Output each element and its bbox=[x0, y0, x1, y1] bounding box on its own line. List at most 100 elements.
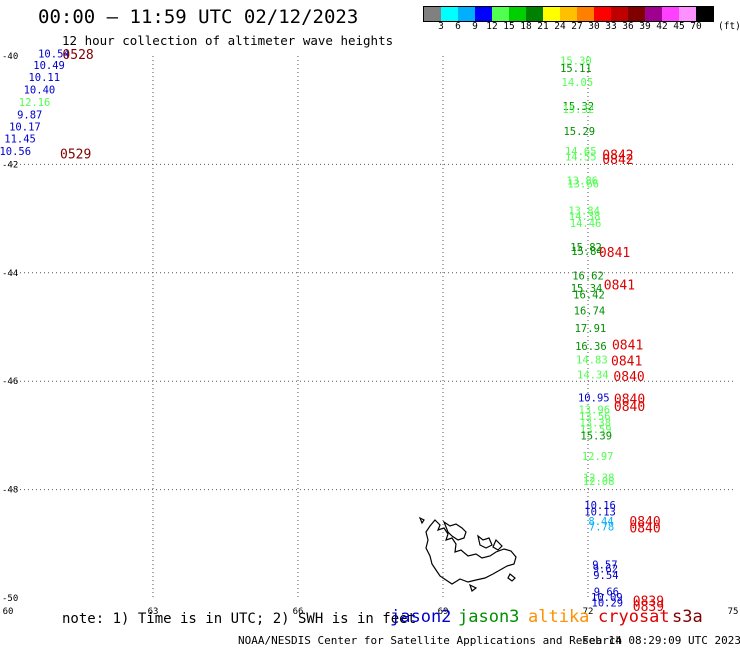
legend-label: 33 bbox=[605, 21, 617, 32]
lon-tick-label: 72 bbox=[583, 607, 594, 617]
legend-swatch bbox=[611, 7, 628, 21]
legend-label: 27 bbox=[571, 21, 583, 32]
footer-timestamp: Feb 14 08:29:09 UTC 2023 bbox=[582, 634, 740, 647]
page-title: 00:00 — 11:59 UTC 02/12/2023 bbox=[38, 6, 359, 28]
wave-height-value: 15.11 bbox=[560, 63, 592, 75]
wave-height-value: 9.57 bbox=[592, 559, 617, 571]
wave-height-value: 12.08 bbox=[583, 476, 615, 488]
legend-swatch bbox=[441, 7, 458, 21]
wave-height-value: 11.45 bbox=[4, 133, 36, 145]
pass-time-label: 0840 bbox=[613, 370, 644, 385]
wave-height-value: 10.54 bbox=[38, 48, 70, 60]
wave-height-value: 13.38 bbox=[579, 417, 611, 429]
pass-time-label: 0840 bbox=[629, 522, 660, 537]
wave-height-value: 14.46 bbox=[570, 218, 602, 230]
legend-label: 15 bbox=[503, 21, 515, 32]
lon-tick-label: 63 bbox=[148, 607, 159, 617]
legend-swatch bbox=[594, 7, 611, 21]
pass-time-label: 0840 bbox=[614, 393, 645, 408]
wave-height-value: 12.16 bbox=[19, 97, 51, 109]
axis-labels: 60 63 66 69 72 75 -40 -42 -44 -46 -48 -50 bbox=[2, 52, 738, 617]
color-scale-legend bbox=[423, 6, 714, 22]
satellite-label-s3a: s3a bbox=[672, 607, 703, 627]
wave-height-value: 15.29 bbox=[563, 126, 595, 138]
wave-height-value: 15.39 bbox=[580, 430, 612, 442]
wave-height-value: 15.84 bbox=[571, 246, 603, 258]
kerguelen-islands-outline bbox=[418, 516, 517, 592]
legend-swatch bbox=[509, 7, 526, 21]
pass-time-label: 0841 bbox=[612, 338, 643, 353]
wave-height-value: 13.66 bbox=[567, 178, 599, 190]
legend-label: 39 bbox=[639, 21, 651, 32]
legend-swatch bbox=[475, 7, 492, 21]
wave-height-value: 13.84 bbox=[568, 205, 600, 217]
legend-swatch bbox=[526, 7, 543, 21]
satellite-label-cryosat: cryosat bbox=[598, 607, 670, 627]
pass-time-label: 0842 bbox=[602, 149, 633, 164]
wave-height-value: 12.38 bbox=[583, 473, 615, 485]
wave-height-value: 14.65 bbox=[565, 146, 597, 158]
lat-tick-label: -50 bbox=[2, 594, 18, 604]
legend-swatch bbox=[645, 7, 662, 21]
pass-time-label: 0839 bbox=[633, 600, 664, 615]
legend-swatch bbox=[543, 7, 560, 21]
wave-height-value: 16.36 bbox=[575, 341, 607, 353]
wave-height-value: 13.86 bbox=[566, 176, 598, 188]
legend-label: 9 bbox=[472, 21, 478, 32]
legend-label: 12 bbox=[486, 21, 498, 32]
legend-swatch bbox=[424, 7, 441, 21]
lat-tick-label: -46 bbox=[2, 377, 18, 387]
lat-tick-label: -48 bbox=[2, 486, 18, 496]
lat-tick-label: -40 bbox=[2, 52, 18, 62]
wave-height-value: 15.34 bbox=[571, 283, 603, 295]
legend-label: 70 bbox=[690, 21, 702, 32]
wave-height-value: 14.34 bbox=[577, 370, 609, 382]
lon-tick-label: 69 bbox=[438, 607, 449, 617]
lon-tick-label: 66 bbox=[293, 607, 304, 617]
lon-tick-label: 75 bbox=[728, 607, 739, 617]
legend-label: 42 bbox=[656, 21, 668, 32]
wave-height-value: 9.87 bbox=[17, 110, 42, 122]
wave-height-value: 14.83 bbox=[576, 355, 608, 367]
legend-swatch bbox=[696, 7, 713, 21]
pass-time-label: 0529 bbox=[60, 148, 91, 163]
wave-height-value: 14.38 bbox=[569, 211, 601, 223]
legend-swatch bbox=[628, 7, 645, 21]
legend-swatch bbox=[679, 7, 696, 21]
wave-height-value: 10.09 bbox=[591, 592, 623, 604]
lat-tick-label: -42 bbox=[2, 160, 18, 170]
wave-height-value: 13.59 bbox=[580, 424, 612, 436]
footer-credit: NOAA/NESDIS Center for Satellite Applica… bbox=[238, 634, 623, 647]
legend-label: 36 bbox=[622, 21, 634, 32]
pass-time-label: 0841 bbox=[599, 246, 630, 261]
legend-swatch bbox=[560, 7, 577, 21]
legend-label: 30 bbox=[588, 21, 600, 32]
satellite-label-jason2: jason2 bbox=[390, 607, 452, 627]
satellite-label-altika: altika bbox=[528, 607, 590, 627]
lon-tick-label: 60 bbox=[3, 607, 14, 617]
lat-tick-label: -44 bbox=[2, 269, 18, 279]
wave-height-value: 16.62 bbox=[572, 271, 604, 283]
wave-height-value: 10.29 bbox=[592, 597, 624, 609]
pass-time-label: 0842 bbox=[602, 153, 633, 168]
pass-time-label: 0841 bbox=[604, 279, 635, 294]
wave-height-value: 15.32 bbox=[563, 101, 595, 113]
footer-note: note: 1) Time is in UTC; 2) SWH is in fe… bbox=[62, 611, 417, 627]
pass-time-label: 0528 bbox=[62, 48, 93, 63]
legend-label: 3 bbox=[438, 21, 444, 32]
legend-label: 18 bbox=[520, 21, 532, 32]
satellite-label-jason3: jason3 bbox=[458, 607, 520, 627]
legend-label: 45 bbox=[673, 21, 685, 32]
legend-swatch bbox=[662, 7, 679, 21]
legend-label: 6 bbox=[455, 21, 461, 32]
wave-height-value: 9.54 bbox=[593, 570, 618, 582]
lat-lon-grid bbox=[8, 56, 733, 598]
wave-height-value: 10.40 bbox=[24, 85, 56, 97]
wave-height-value: 16.42 bbox=[573, 289, 605, 301]
wave-height-value: 12.97 bbox=[582, 451, 614, 463]
wave-height-value: 16.74 bbox=[574, 306, 606, 318]
wave-height-value: 10.49 bbox=[33, 60, 65, 72]
page-subtitle: 12 hour collection of altimeter wave hei… bbox=[62, 33, 394, 48]
legend-swatch bbox=[492, 7, 509, 21]
